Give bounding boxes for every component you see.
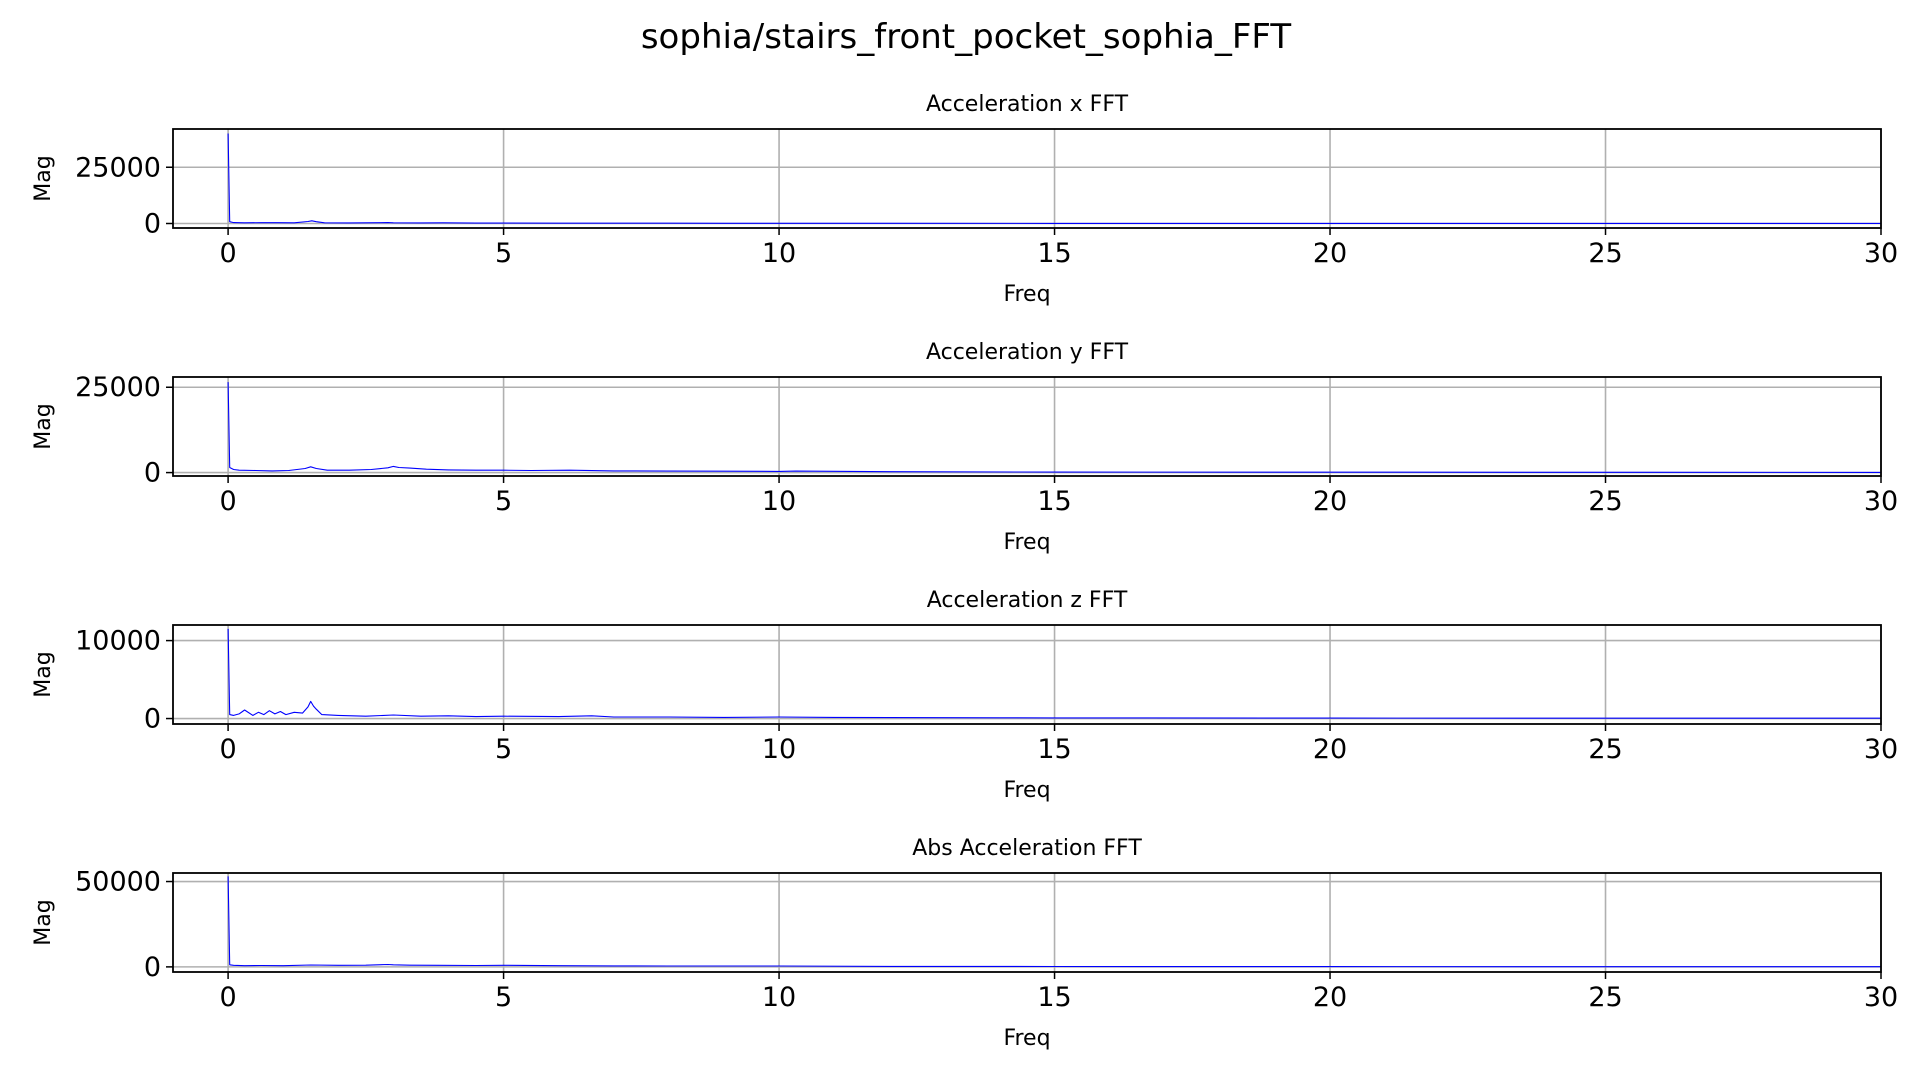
x-tick-label: 5 — [495, 238, 512, 269]
series-line-1 — [227, 133, 1881, 224]
series-line-1 — [227, 876, 1881, 968]
x-axis-label: Freq — [1003, 530, 1050, 555]
y-tick-label: 10000 — [75, 626, 161, 657]
x-tick-label: 0 — [220, 486, 237, 517]
subplot-title: Acceleration x FFT — [926, 92, 1129, 117]
x-tick-label: 20 — [1313, 238, 1347, 269]
x-tick-label: 25 — [1588, 982, 1622, 1013]
x-tick-label: 0 — [220, 238, 237, 269]
y-axis-label: Mag — [31, 899, 56, 945]
y-tick-label: 0 — [144, 704, 161, 735]
x-tick-label: 0 — [220, 734, 237, 765]
y-tick-label: 0 — [144, 209, 161, 240]
x-axis-label: Freq — [1003, 778, 1050, 803]
x-tick-label: 20 — [1313, 486, 1347, 517]
subplot-title: Abs Acceleration FFT — [912, 836, 1142, 861]
x-tick-label: 15 — [1037, 486, 1071, 517]
series-line-1 — [227, 628, 1881, 719]
y-tick-label: 0 — [144, 952, 161, 983]
axes-frame — [172, 376, 1882, 477]
axes-frame — [172, 872, 1882, 973]
subplot-2: Acceleration y FFT 0 5 10 15 20 25 30 0 25000 Freq… — [31, 340, 1898, 555]
subplot-title: Acceleration y FFT — [926, 340, 1129, 365]
subplot-3: Acceleration z FFT 0 5 10 15 20 25 30 0 10000 Freq… — [31, 588, 1898, 803]
series-line-1 — [227, 382, 1882, 473]
x-axis-label: Freq — [1003, 282, 1050, 307]
x-tick-label: 25 — [1588, 486, 1622, 517]
y-axis-label: Mag — [31, 651, 56, 697]
x-tick-label: 25 — [1588, 734, 1622, 765]
x-tick-label: 5 — [495, 734, 512, 765]
x-tick-label: 20 — [1313, 982, 1347, 1013]
x-tick-label: 15 — [1037, 238, 1071, 269]
x-tick-label: 30 — [1864, 486, 1898, 517]
x-tick-label: 10 — [762, 982, 796, 1013]
x-tick-label: 5 — [495, 486, 512, 517]
y-axis-label: Mag — [31, 155, 56, 201]
axes-frame — [172, 128, 1882, 229]
x-axis-label: Freq — [1003, 1026, 1050, 1051]
axes-frame — [172, 624, 1882, 725]
x-tick-label: 10 — [762, 486, 796, 517]
x-tick-label: 30 — [1864, 238, 1898, 269]
x-tick-label: 0 — [220, 982, 237, 1013]
x-tick-label: 25 — [1588, 238, 1622, 269]
x-tick-label: 15 — [1037, 982, 1071, 1013]
y-tick-label: 25000 — [75, 152, 161, 183]
x-tick-label: 10 — [762, 734, 796, 765]
subplot-1: Acceleration x FFT 0 5 10 15 20 25 30 0 25000 Freq… — [31, 92, 1898, 307]
y-axis-label: Mag — [31, 403, 56, 449]
x-tick-label: 30 — [1864, 734, 1898, 765]
x-tick-label: 20 — [1313, 734, 1347, 765]
subplot-4: Abs Acceleration FFT 0 5 10 15 20 25 30 0 50000 Fr… — [31, 836, 1898, 1051]
x-tick-label: 5 — [495, 982, 512, 1013]
y-tick-label: 25000 — [75, 372, 161, 403]
figure-title: sophia/stairs_front_pocket_sophia_FFT — [641, 17, 1292, 57]
subplot-title: Acceleration z FFT — [927, 588, 1128, 613]
x-tick-label: 30 — [1864, 982, 1898, 1013]
y-tick-label: 0 — [144, 458, 161, 489]
x-tick-label: 10 — [762, 238, 796, 269]
x-tick-label: 15 — [1037, 734, 1071, 765]
y-tick-label: 50000 — [75, 867, 161, 898]
